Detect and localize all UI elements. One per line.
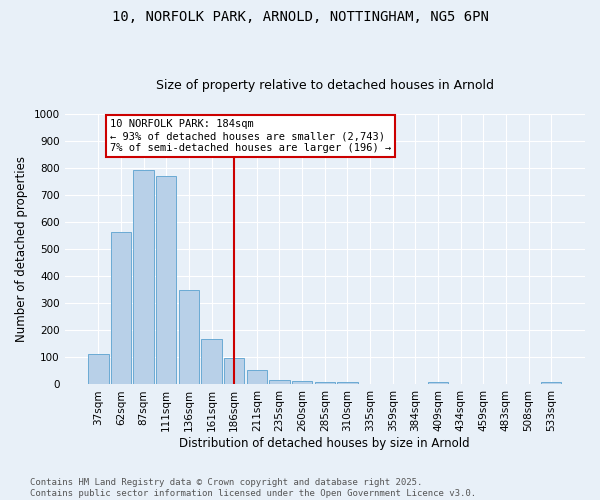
Bar — [202, 340, 222, 384]
Text: 10, NORFOLK PARK, ARNOLD, NOTTINGHAM, NG5 6PN: 10, NORFOLK PARK, ARNOLD, NOTTINGHAM, NG… — [112, 10, 488, 24]
Bar — [247, 370, 267, 384]
Text: 10 NORFOLK PARK: 184sqm
← 93% of detached houses are smaller (2,743)
7% of semi-: 10 NORFOLK PARK: 184sqm ← 93% of detache… — [110, 120, 391, 152]
Text: Contains HM Land Registry data © Crown copyright and database right 2025.
Contai: Contains HM Land Registry data © Crown c… — [30, 478, 476, 498]
Title: Size of property relative to detached houses in Arnold: Size of property relative to detached ho… — [156, 79, 494, 92]
Y-axis label: Number of detached properties: Number of detached properties — [15, 156, 28, 342]
Bar — [428, 382, 448, 384]
Bar — [179, 290, 199, 384]
Bar — [156, 176, 176, 384]
Bar — [111, 232, 131, 384]
Bar — [314, 382, 335, 384]
Bar — [337, 382, 358, 384]
Bar — [292, 382, 313, 384]
Bar — [541, 382, 562, 384]
Bar — [88, 354, 109, 384]
X-axis label: Distribution of detached houses by size in Arnold: Distribution of detached houses by size … — [179, 437, 470, 450]
Bar — [269, 380, 290, 384]
Bar — [224, 358, 244, 384]
Bar — [133, 170, 154, 384]
